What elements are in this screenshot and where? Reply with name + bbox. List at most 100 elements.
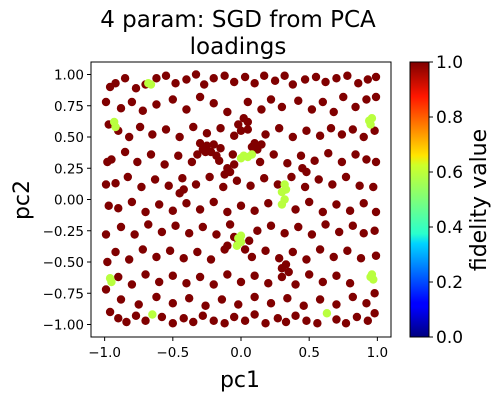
scatter-point [339,92,348,102]
scatter-point [366,120,375,129]
scatter-point [332,74,341,83]
y-tick-label: 0.00 [54,193,84,209]
scatter-point [302,316,311,325]
scatter-point [370,226,379,235]
scatter-point [274,124,284,133]
scatter-point [302,167,311,177]
scatter-point [318,207,328,217]
scatter-point [148,310,157,319]
scatter-point [175,132,184,142]
y-tick-label: −0.25 [43,224,84,240]
x-tick-label: −0.5 [156,345,189,361]
scatter-point [161,125,171,134]
scatter-point [315,131,325,140]
scatter-point [152,100,161,109]
scatter-point [189,317,198,327]
scatter-point [291,280,300,289]
scatter-point [141,207,150,217]
scatter-point [223,270,232,279]
scatter-point [257,105,266,114]
scatter-point [174,151,183,160]
scatter-point [114,314,123,323]
scatter-point [367,114,377,123]
scatter-point [202,129,212,138]
x-tick-label: 1.0 [367,345,388,361]
scatter-point [182,75,191,84]
scatter-point [195,92,205,102]
colorbar-tick-label: 1.0 [436,53,463,73]
scatter-point [232,176,242,185]
scatter-point [322,309,332,318]
scatter-point [302,255,311,264]
scatter-point [195,272,205,282]
colorbar-tick-label: 0.6 [436,163,463,183]
scatter-point [359,229,368,238]
scatter-point [229,77,239,87]
scatter-point [253,226,262,235]
scatter-point [234,300,243,309]
scatter-point [101,230,111,239]
scatter-point [371,207,381,217]
scatter-point [168,271,178,280]
scatter-point [371,251,381,260]
scatter-point [321,77,330,87]
scatter-point [359,132,368,142]
scatter-point [229,131,239,140]
scatter-point [250,292,259,302]
scatter-point [370,309,379,318]
scatter-point [209,197,218,207]
scatter-point [300,182,310,192]
scatter-point [154,200,164,209]
scatter-point [246,181,255,190]
scatter-point [280,71,289,80]
scatter-point [288,132,298,142]
scatter-point [236,126,246,135]
scatter-point [264,199,273,208]
scatter-point [133,157,142,167]
scatter-point [332,300,341,309]
scatter-point [273,314,283,323]
scatter-point [296,151,306,160]
scatter-point [247,252,257,262]
x-tick-label: 0.5 [298,345,319,361]
scatter-point [225,220,235,229]
scatter-point [277,200,287,209]
scatter-point [366,272,375,282]
scatter-point [300,75,310,84]
scatter-point [283,294,292,303]
scatter-point [291,205,300,214]
scatter-point [343,71,352,80]
scatter-point [329,107,338,117]
colorbar [409,61,430,338]
scatter-point [212,230,221,239]
scatter-point [288,247,298,257]
scatter-point [134,300,143,309]
scatter-point [152,252,161,262]
scatter-point [209,316,218,325]
scatter-point [348,221,358,230]
scatter-point [179,185,188,194]
scatter-point [141,270,150,279]
scatter-point [266,95,276,104]
scatter-point [171,221,180,230]
scatter-point [154,277,164,287]
colorbar-label: fidelity value [467,129,492,271]
scatter-point [334,227,344,237]
scatter-point [324,149,333,158]
scatter-point [191,70,201,79]
x-tick-label: −1.0 [88,345,121,361]
scatter-point [191,180,201,189]
scatter-point [199,80,209,89]
scatter-point [363,316,373,325]
scatter-point [236,231,246,240]
scatter-point [216,144,225,153]
scatter-point [116,104,126,113]
scatter-point [240,245,250,254]
scatter-point [189,122,198,132]
scatter-point [138,106,148,115]
scatter-point [198,311,208,320]
scatter-point [261,319,270,328]
scatter-point [120,74,130,83]
scatter-point [304,270,314,279]
scatter-point [193,247,202,257]
